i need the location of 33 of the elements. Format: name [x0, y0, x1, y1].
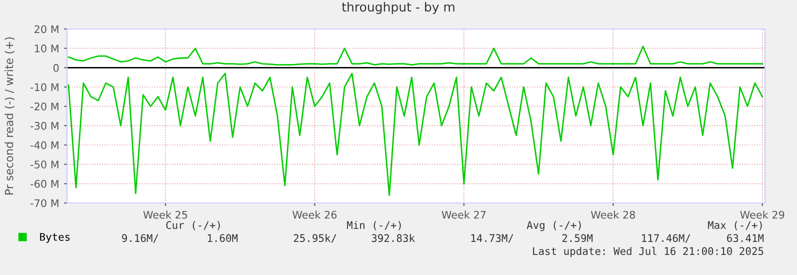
text: 63.41M: [727, 234, 764, 242]
y-tick-label: -20 M: [30, 102, 58, 110]
legend-label: Bytes: [40, 233, 70, 243]
y-tick-label: 10 M: [34, 44, 58, 52]
text: Cur (-/+): [166, 221, 220, 230]
y-tick-label: -10 M: [30, 83, 58, 92]
y-tick-label: -70 M: [30, 199, 58, 208]
y-tick-label: -60 M: [30, 180, 58, 188]
x-tick-label: Week 27: [442, 210, 486, 219]
text: Avg (-/+): [526, 220, 581, 232]
text: 117.46M/: [642, 234, 690, 243]
line-series: [68, 72, 764, 196]
y-tick-label: 20 M: [34, 25, 58, 34]
text: 2.59M: [562, 234, 593, 242]
x-tick-label: Week 28: [590, 210, 635, 219]
x-tick-label: Week 26: [292, 210, 337, 219]
text: 14.73M/: [471, 234, 514, 243]
text: 392.83k: [372, 234, 415, 242]
chart-title: throughput - by m: [342, 2, 454, 14]
y-tick-label: -30 M: [30, 122, 58, 130]
x-tick-label: Week 29: [740, 210, 784, 219]
text: Min (-/+): [346, 220, 401, 230]
y-tick-label: 0: [53, 64, 59, 72]
line-series: [68, 46, 764, 66]
text: 25.95k/: [294, 234, 336, 243]
y-axis-title: Pr second read (-) / write (+): [4, 37, 15, 195]
text: Last update: Wed Jul 16 21:00:10 2025: [533, 246, 764, 258]
x-tick-label: Week 25: [143, 210, 188, 219]
text: 1.60M: [208, 234, 238, 242]
y-tick-label: -40 M: [30, 141, 58, 150]
text: Max (-/+): [708, 221, 762, 230]
y-tick-label: -50 M: [30, 160, 58, 168]
text: 9.16M/: [122, 234, 158, 243]
